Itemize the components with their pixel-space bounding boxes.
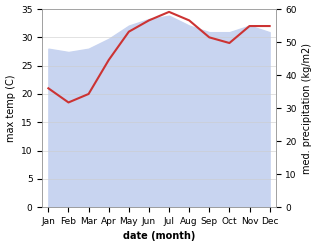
X-axis label: date (month): date (month) <box>123 231 195 242</box>
Y-axis label: max temp (C): max temp (C) <box>5 74 16 142</box>
Y-axis label: med. precipitation (kg/m2): med. precipitation (kg/m2) <box>302 43 313 174</box>
